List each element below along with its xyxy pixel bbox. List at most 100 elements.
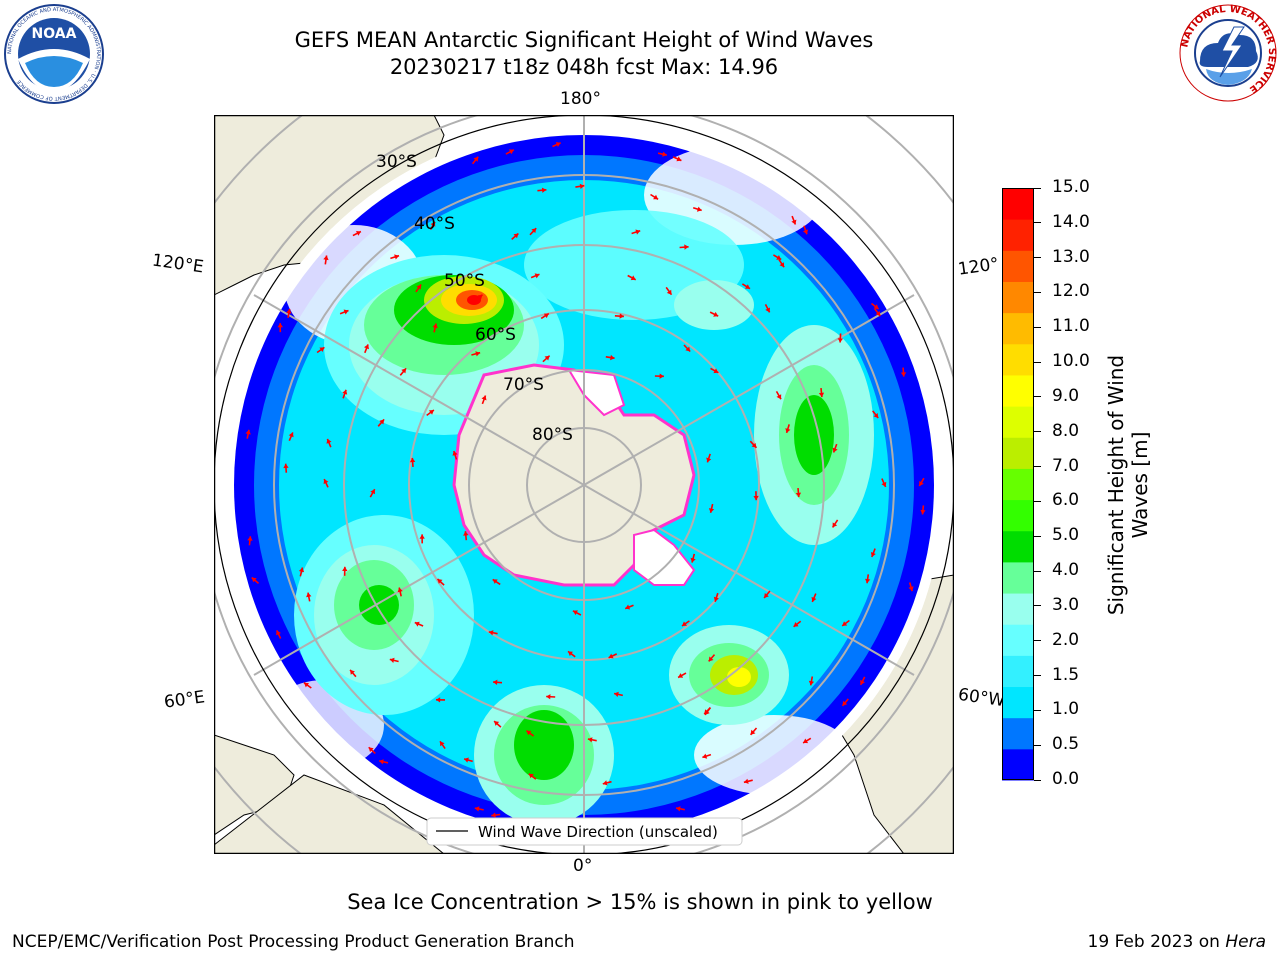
colorbar-swatch bbox=[1002, 374, 1034, 407]
date-text: 19 Feb 2023 on Hera bbox=[1087, 932, 1266, 952]
wind-wave-arrowhead bbox=[837, 338, 844, 343]
colorbar-tick-mark bbox=[1034, 222, 1041, 224]
colorbar-swatch bbox=[1002, 312, 1034, 345]
colorbar-tick-mark bbox=[1034, 431, 1041, 433]
wind-wave-arrowhead bbox=[579, 183, 585, 189]
wind-wave-arrowhead bbox=[475, 351, 481, 357]
wind-wave-arrowhead bbox=[602, 780, 608, 786]
wind-wave-arrowhead bbox=[610, 354, 615, 361]
wind-wave-arrowhead bbox=[690, 557, 696, 563]
wind-wave-arrowhead bbox=[474, 806, 480, 812]
wind-wave-arrowhead bbox=[342, 389, 348, 395]
colorbar-swatch bbox=[1002, 406, 1034, 438]
wind-wave-arrowhead bbox=[779, 262, 785, 268]
polar-map: Wind Wave Direction (unscaled) bbox=[214, 115, 954, 854]
wind-wave-arrowhead bbox=[342, 566, 348, 572]
colorbar-swatch bbox=[1002, 499, 1034, 532]
wind-wave-arrowhead bbox=[534, 273, 540, 279]
colorbar-tick-label: 5.0 bbox=[1052, 525, 1080, 546]
wind-wave-arrowhead bbox=[452, 451, 458, 456]
wind-wave-arrowhead bbox=[635, 229, 641, 235]
wind-wave-arrowhead bbox=[544, 355, 550, 361]
wind-wave-arrowhead bbox=[568, 651, 573, 657]
wind-wave-arrowhead bbox=[488, 630, 494, 636]
colorbar-swatch bbox=[1002, 468, 1034, 501]
colorbar-swatch bbox=[1002, 686, 1034, 719]
colorbar-tick-mark bbox=[1034, 291, 1041, 293]
lat-label-30s: 30°S bbox=[376, 152, 417, 172]
wind-wave-arrowhead bbox=[705, 709, 710, 715]
wind-wave-arrowhead bbox=[430, 221, 436, 227]
wind-wave-arrowhead bbox=[397, 587, 403, 593]
wind-wave-arrowhead bbox=[481, 395, 487, 401]
wind-wave-arrowhead bbox=[803, 229, 809, 235]
wind-wave-arrowhead bbox=[528, 773, 534, 779]
wind-wave-arrowhead bbox=[708, 508, 715, 513]
wind-wave-arrowhead bbox=[713, 311, 719, 317]
lat-label-70s: 70°S bbox=[503, 375, 544, 395]
wind-wave-arrowhead bbox=[795, 492, 802, 497]
wind-wave-arrowhead bbox=[793, 622, 799, 627]
wind-wave-arrowhead bbox=[428, 410, 434, 415]
legend-label: Wind Wave Direction (unscaled) bbox=[478, 823, 718, 841]
wind-wave-arrowhead bbox=[919, 481, 924, 486]
wind-wave-arrowhead bbox=[708, 656, 714, 662]
wind-wave-arrowhead bbox=[555, 142, 561, 147]
wind-wave-arrowhead bbox=[432, 323, 438, 329]
wind-wave-arrowhead bbox=[873, 413, 879, 418]
wind-wave-arrowhead bbox=[608, 653, 614, 659]
wind-wave-arrowhead bbox=[875, 311, 881, 316]
wind-wave-arrowhead bbox=[900, 372, 907, 377]
colorbar-tick-label: 10.0 bbox=[1052, 351, 1090, 372]
noaa-logo: NOAA NATIONAL OCEANIC AND ATMOSPHERIC AD… bbox=[4, 4, 104, 104]
wind-wave-arrowhead bbox=[860, 679, 865, 685]
colorbar-tick-mark bbox=[1034, 744, 1041, 746]
colorbar-tick-label: 0.0 bbox=[1052, 769, 1080, 789]
wind-wave-arrowhead bbox=[492, 579, 498, 584]
wind-wave-arrowhead bbox=[286, 308, 292, 314]
colorbar-swatch bbox=[1002, 281, 1034, 314]
wind-wave-arrowhead bbox=[743, 778, 749, 784]
colorbar-swatch bbox=[1002, 188, 1034, 220]
colorbar-tick-label: 12.0 bbox=[1052, 281, 1090, 302]
wind-wave-arrowhead bbox=[508, 149, 514, 155]
colorbar-swatch bbox=[1002, 624, 1034, 656]
wind-wave-arrowhead bbox=[764, 593, 769, 598]
wind-wave-arrowhead bbox=[685, 346, 691, 352]
wind-wave-arrowhead bbox=[298, 567, 305, 573]
wind-wave-arrowhead bbox=[713, 596, 719, 602]
wind-wave-arrowhead bbox=[706, 457, 712, 463]
wind-wave-arrowhead bbox=[319, 347, 325, 352]
wind-wave-arrowhead bbox=[653, 194, 659, 200]
wind-wave-arrowhead bbox=[379, 759, 384, 765]
wind-wave-arrowhead bbox=[873, 304, 879, 309]
wind-wave-arrows bbox=[245, 142, 926, 829]
wind-wave-arrowhead bbox=[477, 294, 483, 300]
wind-wave-arrowhead bbox=[276, 630, 281, 636]
colorbar-tick-mark bbox=[1034, 326, 1041, 328]
wind-wave-arrowhead bbox=[326, 438, 332, 444]
colorbar-tick-label: 14.0 bbox=[1052, 211, 1090, 232]
wind-wave-arrowhead bbox=[251, 577, 257, 583]
colorbar-swatch bbox=[1002, 655, 1034, 688]
wind-wave-arrowhead bbox=[364, 344, 369, 350]
graticule bbox=[214, 115, 954, 854]
wind-wave-arrowhead bbox=[546, 694, 551, 700]
wind-wave-arrowhead bbox=[702, 753, 708, 759]
colorbar-tick-mark bbox=[1034, 535, 1041, 537]
wind-wave-arrowhead bbox=[750, 729, 756, 735]
colorbar-swatch bbox=[1002, 437, 1034, 469]
colorbar-tick-label: 7.0 bbox=[1052, 455, 1080, 476]
colorbar-tick-mark bbox=[1034, 466, 1041, 468]
colorbar-tick-label: 1.0 bbox=[1052, 699, 1080, 720]
wind-wave-arrowhead bbox=[870, 552, 876, 557]
colorbar-swatch bbox=[1002, 748, 1034, 781]
wind-wave-arrowhead bbox=[389, 657, 395, 663]
wind-wave-arrowhead bbox=[791, 219, 797, 225]
wind-wave-arrowhead bbox=[684, 244, 689, 250]
wind-wave-arrowhead bbox=[343, 309, 349, 315]
colorbar-tick-label: 9.0 bbox=[1052, 385, 1080, 406]
wind-wave-arrowhead bbox=[676, 806, 681, 812]
wind-wave-arrowhead bbox=[587, 737, 593, 743]
colorbar-tick-label: 15.0 bbox=[1052, 177, 1090, 197]
